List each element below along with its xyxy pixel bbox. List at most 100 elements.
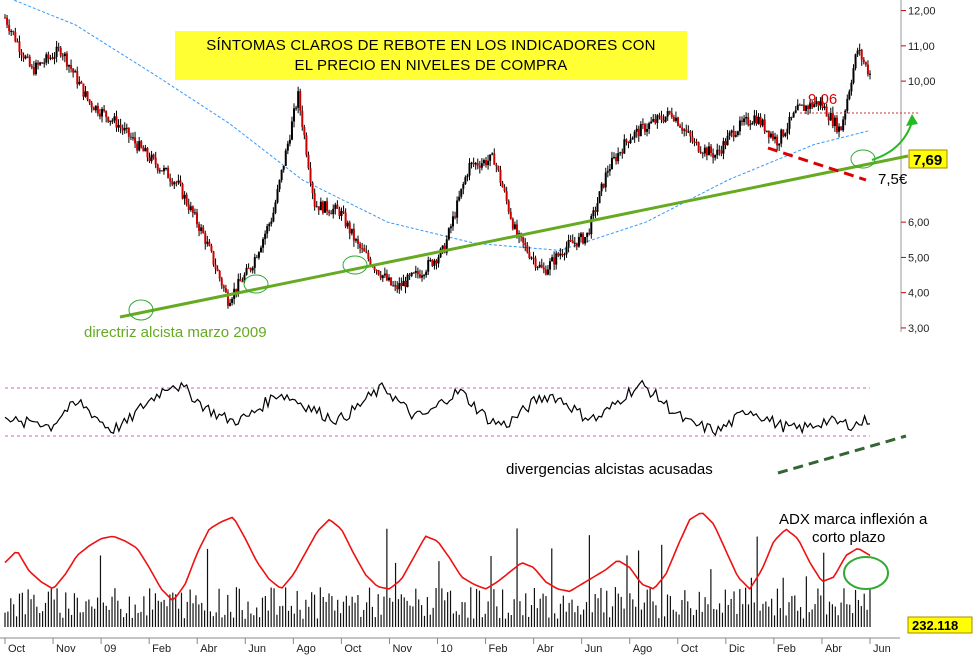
candle-body — [127, 127, 130, 137]
candle-body — [652, 119, 655, 122]
candle-body — [759, 116, 762, 126]
candle-body — [222, 285, 225, 289]
candle-body — [658, 115, 661, 117]
candle-body — [575, 242, 578, 247]
candle-body — [206, 241, 209, 244]
candle-body — [421, 275, 424, 278]
candle-body — [441, 245, 444, 249]
candle-body — [165, 167, 168, 169]
candle-body — [747, 116, 750, 125]
candle-body — [348, 222, 351, 234]
price-tick-label: 11,00 — [908, 41, 935, 53]
candle-body — [557, 253, 560, 256]
candle-body — [402, 280, 405, 287]
candle-body — [418, 274, 421, 278]
candle-body — [43, 62, 46, 64]
candle-body — [365, 251, 368, 253]
candle-body — [346, 222, 349, 227]
candle-body — [16, 41, 19, 43]
candle-body — [398, 283, 401, 290]
candle-body — [805, 105, 808, 111]
candle-body — [253, 257, 256, 268]
candle-body — [681, 127, 684, 131]
candle-body — [427, 260, 430, 272]
candle-body — [274, 202, 277, 213]
candle-body — [472, 162, 475, 165]
candle-body — [536, 267, 539, 269]
touch-circle-2 — [243, 274, 269, 294]
time-tick-label: Jun — [248, 643, 266, 655]
time-tick-label: Nov — [392, 643, 412, 655]
candle-body — [187, 204, 190, 211]
candle-body — [854, 54, 857, 69]
candle-body — [338, 208, 341, 216]
candle-body — [447, 228, 450, 240]
candle-body — [551, 257, 554, 262]
candle-body — [650, 121, 653, 124]
adx-label-line1: ADX marca inflexión a — [779, 511, 928, 528]
candle-body — [561, 253, 564, 256]
candle-body — [342, 211, 345, 213]
candle-body — [195, 212, 198, 225]
candle-body — [596, 203, 599, 212]
candle-body — [59, 48, 62, 56]
candle-body — [150, 154, 153, 162]
candle-body — [80, 81, 83, 84]
candle-body — [39, 62, 42, 65]
candle-body — [144, 148, 147, 152]
time-tick-label: Dic — [729, 643, 745, 655]
candle-body — [738, 120, 741, 132]
time-tick-label: Feb — [489, 643, 508, 655]
candle-body — [423, 275, 426, 277]
moving-average-line — [12, 0, 871, 251]
candle-body — [604, 172, 607, 188]
candle-body — [148, 157, 151, 162]
candle-body — [815, 101, 818, 105]
candle-body — [482, 160, 485, 164]
candle-body — [823, 106, 826, 109]
candle-body — [838, 126, 841, 132]
candle-body — [299, 91, 302, 111]
candle-body — [375, 270, 378, 272]
candle-body — [394, 285, 397, 287]
candle-body — [712, 153, 715, 158]
adx-label-line2: corto plazo — [812, 529, 885, 546]
candle-body — [485, 160, 488, 166]
candle-body — [156, 164, 159, 171]
candle-body — [65, 53, 68, 67]
candle-body — [540, 264, 543, 268]
candle-body — [633, 131, 636, 138]
candle-body — [350, 228, 353, 234]
candle-body — [181, 183, 184, 199]
candle-body — [63, 53, 66, 57]
candle-body — [807, 105, 810, 109]
candle-body — [697, 142, 700, 152]
candle-body — [584, 236, 587, 244]
candle-body — [454, 216, 457, 218]
candle-body — [268, 223, 271, 227]
price-tick-label: 4,00 — [908, 288, 929, 300]
candle-body — [693, 141, 696, 143]
candle-body — [532, 257, 535, 259]
candle-body — [567, 240, 570, 247]
candle-body — [255, 257, 258, 259]
candle-body — [257, 252, 260, 258]
headline-line-2: EL PRECIO EN NIVELES DE COMPRA — [294, 57, 568, 74]
candle-body — [98, 113, 101, 117]
candle-body — [72, 68, 75, 73]
candle-body — [670, 113, 673, 118]
candle-body — [138, 141, 141, 151]
candle-body — [623, 139, 626, 154]
candle-body — [790, 116, 793, 118]
candle-body — [45, 54, 48, 63]
candle-body — [237, 278, 240, 293]
candle-body — [175, 182, 178, 184]
candle-body — [152, 154, 155, 158]
candle-body — [92, 107, 95, 111]
candle-body — [862, 59, 865, 63]
candle-body — [18, 41, 21, 52]
candle-body — [741, 120, 744, 123]
candle-body — [245, 267, 248, 275]
candle-body — [319, 201, 322, 211]
support-value: 7,5€ — [878, 171, 908, 188]
